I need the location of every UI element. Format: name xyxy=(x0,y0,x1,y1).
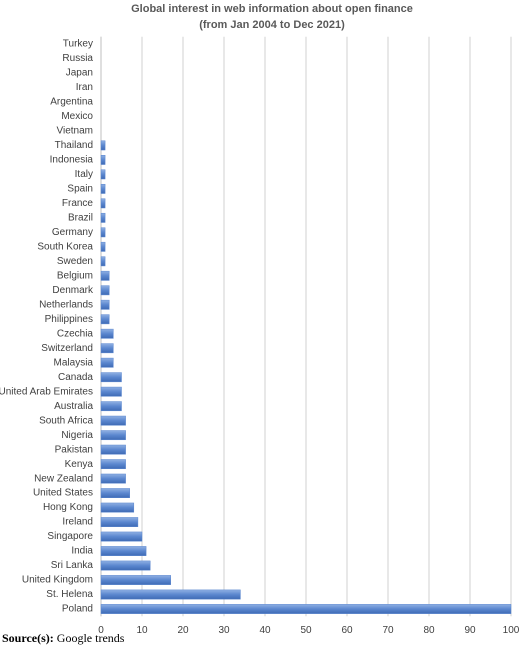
bar xyxy=(100,241,106,252)
bar xyxy=(100,430,126,441)
bar xyxy=(100,517,139,527)
bar xyxy=(100,169,106,180)
x-tick-label: 50 xyxy=(300,625,312,636)
chart-subtitle: (from Jan 2004 to Dec 2021) xyxy=(199,19,345,31)
y-tick-label: Belgium xyxy=(57,270,93,281)
bar xyxy=(100,575,171,585)
x-tick-label: 80 xyxy=(423,625,435,636)
bar xyxy=(100,502,135,513)
bar xyxy=(100,343,114,354)
y-tick-label: Ireland xyxy=(62,517,93,528)
y-tick-label: South Korea xyxy=(37,241,93,252)
bar xyxy=(100,415,126,426)
bar xyxy=(100,589,241,600)
y-tick-label: Turkey xyxy=(63,39,93,50)
y-tick-label: Hong Kong xyxy=(43,502,93,513)
source-label: Source(s): xyxy=(2,631,54,645)
y-tick-label: Canada xyxy=(58,372,93,383)
bar xyxy=(100,444,126,455)
y-tick-label: France xyxy=(62,198,94,209)
y-tick-label: Czechia xyxy=(57,328,94,339)
y-tick-label: Kenya xyxy=(65,459,94,470)
source-text: Google trends xyxy=(57,631,125,645)
y-tick-label: Iran xyxy=(76,82,93,93)
bar xyxy=(100,285,110,296)
y-tick-label: United States xyxy=(33,488,93,499)
source: Source(s): Google trends xyxy=(2,631,125,645)
bar xyxy=(100,473,126,484)
y-tick-label: Argentina xyxy=(50,97,93,108)
y-tick-label: Poland xyxy=(62,604,93,615)
y-tick-label: Japan xyxy=(66,68,93,79)
y-tick-label: Netherlands xyxy=(39,299,93,310)
bar xyxy=(100,183,106,194)
y-tick-label: St. Helena xyxy=(46,589,93,600)
bar xyxy=(100,357,114,368)
y-tick-label: Sweden xyxy=(57,256,93,267)
x-tick-label: 40 xyxy=(259,625,271,636)
y-tick-label: Germany xyxy=(52,227,93,238)
bar xyxy=(100,604,512,614)
y-tick-label: Sri Lanka xyxy=(51,560,94,571)
bar xyxy=(100,401,122,412)
y-tick-label: South Africa xyxy=(39,415,93,426)
y-tick-label: Singapore xyxy=(47,531,93,542)
y-tick-label: Thailand xyxy=(55,140,93,151)
y-tick-label: New Zealand xyxy=(34,473,93,484)
y-tick-label: Mexico xyxy=(61,111,93,122)
y-tick-label: Nigeria xyxy=(61,430,93,441)
y-tick-label: Indonesia xyxy=(50,155,94,166)
x-tick-label: 20 xyxy=(177,625,189,636)
y-tick-label: Malaysia xyxy=(54,357,94,368)
y-tick-label: Vietnam xyxy=(56,126,93,137)
bar xyxy=(100,560,151,571)
y-tick-label: United Arab Emirates xyxy=(0,386,93,397)
x-tick-label: 60 xyxy=(341,625,353,636)
bar xyxy=(100,140,106,151)
bar xyxy=(100,372,122,383)
bar xyxy=(100,459,126,470)
y-tick-label: Switzerland xyxy=(41,343,93,354)
bar xyxy=(100,270,110,281)
y-tick-label: Italy xyxy=(75,169,93,180)
bar xyxy=(100,531,143,542)
x-tick-label: 10 xyxy=(136,625,148,636)
bar xyxy=(100,328,114,339)
bar xyxy=(100,299,110,310)
x-tick-label: 100 xyxy=(503,625,520,636)
bar xyxy=(100,198,106,209)
y-tick-label: Philippines xyxy=(45,314,93,325)
y-tick-label: Russia xyxy=(62,53,93,64)
x-tick-label: 30 xyxy=(218,625,230,636)
bar xyxy=(100,546,147,556)
x-tick-label: 90 xyxy=(464,625,476,636)
x-tick-label: 0 xyxy=(98,625,104,636)
y-tick-label: Pakistan xyxy=(55,444,93,455)
bar xyxy=(100,488,130,498)
y-tick-label: Australia xyxy=(54,401,93,412)
bar xyxy=(100,314,110,325)
y-tick-label: Brazil xyxy=(68,212,93,223)
bar xyxy=(100,155,106,165)
y-tick-label: United Kingdom xyxy=(22,575,93,586)
chart-title: Global interest in web information about… xyxy=(131,3,413,15)
y-tick-label: Denmark xyxy=(52,285,94,296)
bar xyxy=(100,386,122,397)
x-tick-label: 70 xyxy=(382,625,394,636)
y-tick-label: India xyxy=(71,546,93,557)
bar xyxy=(100,212,106,223)
bar xyxy=(100,227,106,238)
bar xyxy=(100,256,106,267)
y-tick-label: Spain xyxy=(67,184,93,195)
